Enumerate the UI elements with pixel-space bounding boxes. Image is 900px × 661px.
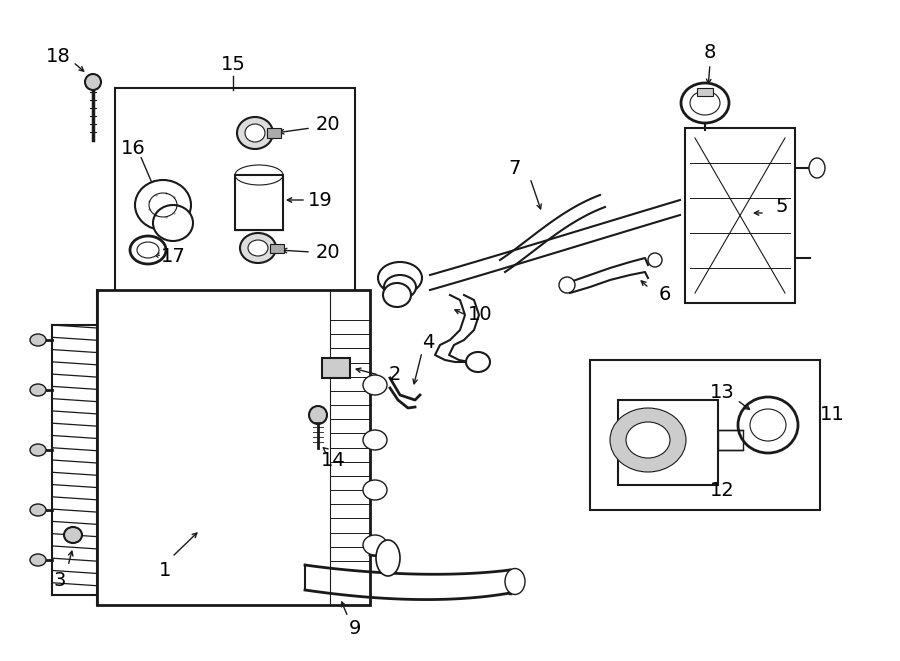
Bar	[322, 358, 350, 378]
Bar	[267, 128, 281, 138]
Text: 14: 14	[320, 451, 346, 469]
Ellipse shape	[750, 409, 786, 441]
Text: 1: 1	[158, 561, 171, 580]
Text: 9: 9	[349, 619, 361, 637]
Ellipse shape	[559, 277, 575, 293]
Bar	[618, 400, 718, 485]
Bar	[590, 360, 820, 510]
Ellipse shape	[245, 124, 265, 142]
Ellipse shape	[363, 480, 387, 500]
Bar	[697, 88, 713, 96]
Ellipse shape	[137, 242, 159, 258]
Ellipse shape	[378, 262, 422, 294]
Ellipse shape	[681, 83, 729, 123]
Ellipse shape	[626, 422, 670, 458]
Ellipse shape	[648, 253, 662, 267]
Ellipse shape	[610, 408, 686, 472]
Ellipse shape	[237, 117, 273, 149]
Ellipse shape	[363, 535, 387, 555]
Ellipse shape	[153, 205, 193, 241]
Text: 17: 17	[160, 247, 185, 266]
Ellipse shape	[309, 406, 327, 424]
Ellipse shape	[248, 240, 268, 256]
Bar	[270, 244, 284, 253]
Text: 12: 12	[709, 481, 734, 500]
Text: 2: 2	[389, 366, 401, 385]
Ellipse shape	[363, 375, 387, 395]
Text: 5: 5	[776, 198, 788, 217]
Bar	[718, 430, 743, 450]
Ellipse shape	[376, 540, 400, 576]
Ellipse shape	[363, 430, 387, 450]
Text: 4: 4	[422, 332, 434, 352]
Bar	[97, 290, 370, 605]
Text: 3: 3	[54, 570, 67, 590]
Ellipse shape	[809, 158, 825, 178]
Text: 13: 13	[709, 383, 734, 403]
Ellipse shape	[466, 352, 490, 372]
Ellipse shape	[64, 527, 82, 543]
Text: 20: 20	[316, 116, 340, 134]
Ellipse shape	[384, 275, 416, 299]
Text: 16: 16	[121, 139, 146, 157]
Ellipse shape	[505, 568, 525, 594]
Bar	[685, 128, 795, 303]
Text: 7: 7	[508, 159, 521, 178]
Ellipse shape	[135, 180, 191, 230]
Text: 10: 10	[468, 305, 492, 325]
Ellipse shape	[30, 384, 46, 396]
Text: 11: 11	[820, 405, 844, 424]
Bar	[330, 290, 370, 605]
Text: 15: 15	[220, 56, 246, 75]
Ellipse shape	[30, 334, 46, 346]
Ellipse shape	[383, 283, 411, 307]
Ellipse shape	[240, 233, 276, 263]
Ellipse shape	[85, 74, 101, 90]
Ellipse shape	[30, 554, 46, 566]
Text: 19: 19	[308, 190, 332, 210]
Ellipse shape	[30, 444, 46, 456]
Bar	[115, 88, 355, 305]
Text: 8: 8	[704, 44, 716, 63]
Bar	[235, 175, 283, 230]
Ellipse shape	[30, 504, 46, 516]
Text: 18: 18	[46, 48, 70, 67]
Text: 6: 6	[659, 286, 671, 305]
Text: 20: 20	[316, 243, 340, 262]
